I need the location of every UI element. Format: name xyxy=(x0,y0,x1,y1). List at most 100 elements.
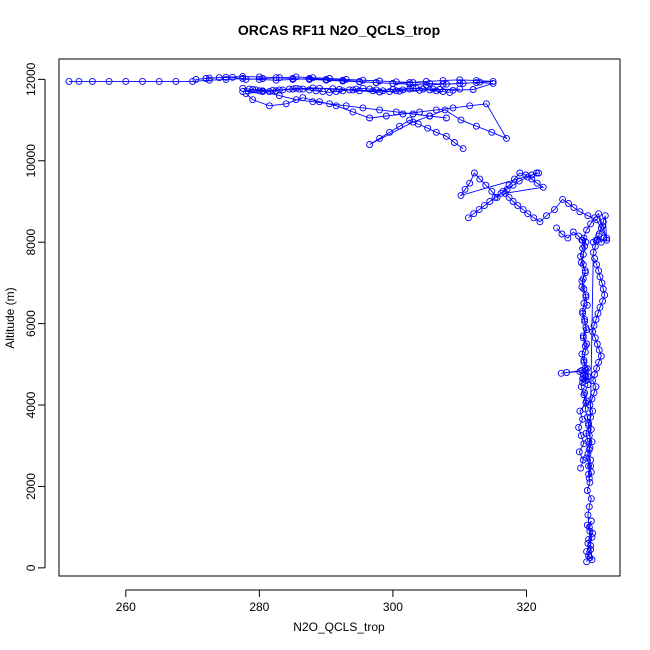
data-point xyxy=(533,179,541,187)
data-point xyxy=(222,75,230,83)
y-tick-label: 4000 xyxy=(24,391,38,418)
data-point xyxy=(585,462,593,470)
data-point xyxy=(505,181,513,189)
data-point xyxy=(588,556,596,564)
data-point xyxy=(406,85,414,93)
data-point xyxy=(272,87,280,95)
series-4-line xyxy=(244,91,508,149)
data-point xyxy=(583,326,591,334)
data-point xyxy=(593,340,601,348)
data-point xyxy=(282,100,290,108)
data-point xyxy=(584,212,592,220)
data-point xyxy=(457,116,465,124)
data-point xyxy=(342,102,350,110)
data-point xyxy=(299,85,307,93)
data-point xyxy=(586,554,594,562)
data-point xyxy=(105,77,113,85)
data-point xyxy=(581,267,589,275)
data-point xyxy=(589,248,597,256)
data-point xyxy=(441,106,449,114)
plot-frame xyxy=(58,58,621,577)
data-point xyxy=(587,542,595,549)
data-point xyxy=(590,389,598,397)
data-point xyxy=(249,96,257,104)
data-point xyxy=(429,85,437,93)
data-point xyxy=(587,546,595,553)
data-point xyxy=(432,106,440,114)
data-point xyxy=(587,517,595,525)
data-point xyxy=(396,122,404,130)
data-point xyxy=(553,224,561,232)
data-point xyxy=(409,118,417,126)
y-tick-label: 0 xyxy=(24,564,38,571)
data-point xyxy=(585,503,593,511)
data-point xyxy=(475,206,483,214)
data-point xyxy=(292,73,300,81)
data-point xyxy=(399,110,407,118)
data-point xyxy=(245,85,253,93)
data-point xyxy=(593,216,601,224)
data-point xyxy=(202,75,210,82)
data-point xyxy=(580,440,588,448)
data-point xyxy=(466,179,474,187)
data-point xyxy=(530,214,538,222)
data-point xyxy=(579,261,587,269)
data-point xyxy=(476,175,484,183)
data-point xyxy=(583,226,591,234)
data-point xyxy=(424,124,432,132)
data-point xyxy=(192,75,200,83)
data-point xyxy=(312,87,320,95)
data-point xyxy=(593,364,601,372)
data-point xyxy=(515,177,523,185)
data-point xyxy=(316,98,323,106)
data-point xyxy=(459,145,467,153)
data-point xyxy=(578,350,586,358)
data-point xyxy=(575,232,583,240)
data-point xyxy=(466,102,474,110)
data-point xyxy=(292,84,300,92)
y-tick-label: 2000 xyxy=(24,473,38,500)
data-point xyxy=(581,269,589,277)
data-point xyxy=(456,76,464,84)
data-point xyxy=(346,86,353,94)
data-point xyxy=(580,285,588,293)
data-point xyxy=(419,85,427,93)
data-point xyxy=(392,87,400,95)
data-point xyxy=(509,181,517,189)
data-point xyxy=(595,358,603,366)
data-point xyxy=(582,293,590,301)
data-point xyxy=(599,222,607,230)
y-axis-label: Altitude (m) xyxy=(3,287,17,348)
data-point xyxy=(399,86,407,94)
data-point xyxy=(503,185,511,193)
data-point xyxy=(579,334,587,342)
data-point xyxy=(470,169,478,177)
data-point xyxy=(222,73,230,81)
data-point xyxy=(366,114,374,122)
data-point xyxy=(472,77,480,85)
data-point xyxy=(457,191,465,199)
data-point xyxy=(305,75,313,83)
data-point xyxy=(376,77,384,85)
data-point xyxy=(536,218,544,226)
y-tick-label: 6000 xyxy=(24,310,38,337)
data-point xyxy=(576,407,584,415)
x-tick-label: 260 xyxy=(116,600,136,614)
data-point xyxy=(603,234,611,242)
data-point xyxy=(581,242,589,250)
data-point xyxy=(497,189,505,197)
data-point xyxy=(442,114,450,122)
data-point xyxy=(372,86,380,94)
data-point xyxy=(581,316,589,323)
data-point xyxy=(342,75,350,83)
data-point xyxy=(539,183,547,191)
data-point xyxy=(570,204,578,212)
data-point xyxy=(319,88,327,96)
data-point xyxy=(409,110,417,118)
data-point xyxy=(406,116,414,124)
data-point xyxy=(472,122,480,130)
data-point xyxy=(584,373,592,380)
data-point xyxy=(514,202,522,210)
data-point xyxy=(564,234,572,242)
data-point xyxy=(376,88,384,96)
